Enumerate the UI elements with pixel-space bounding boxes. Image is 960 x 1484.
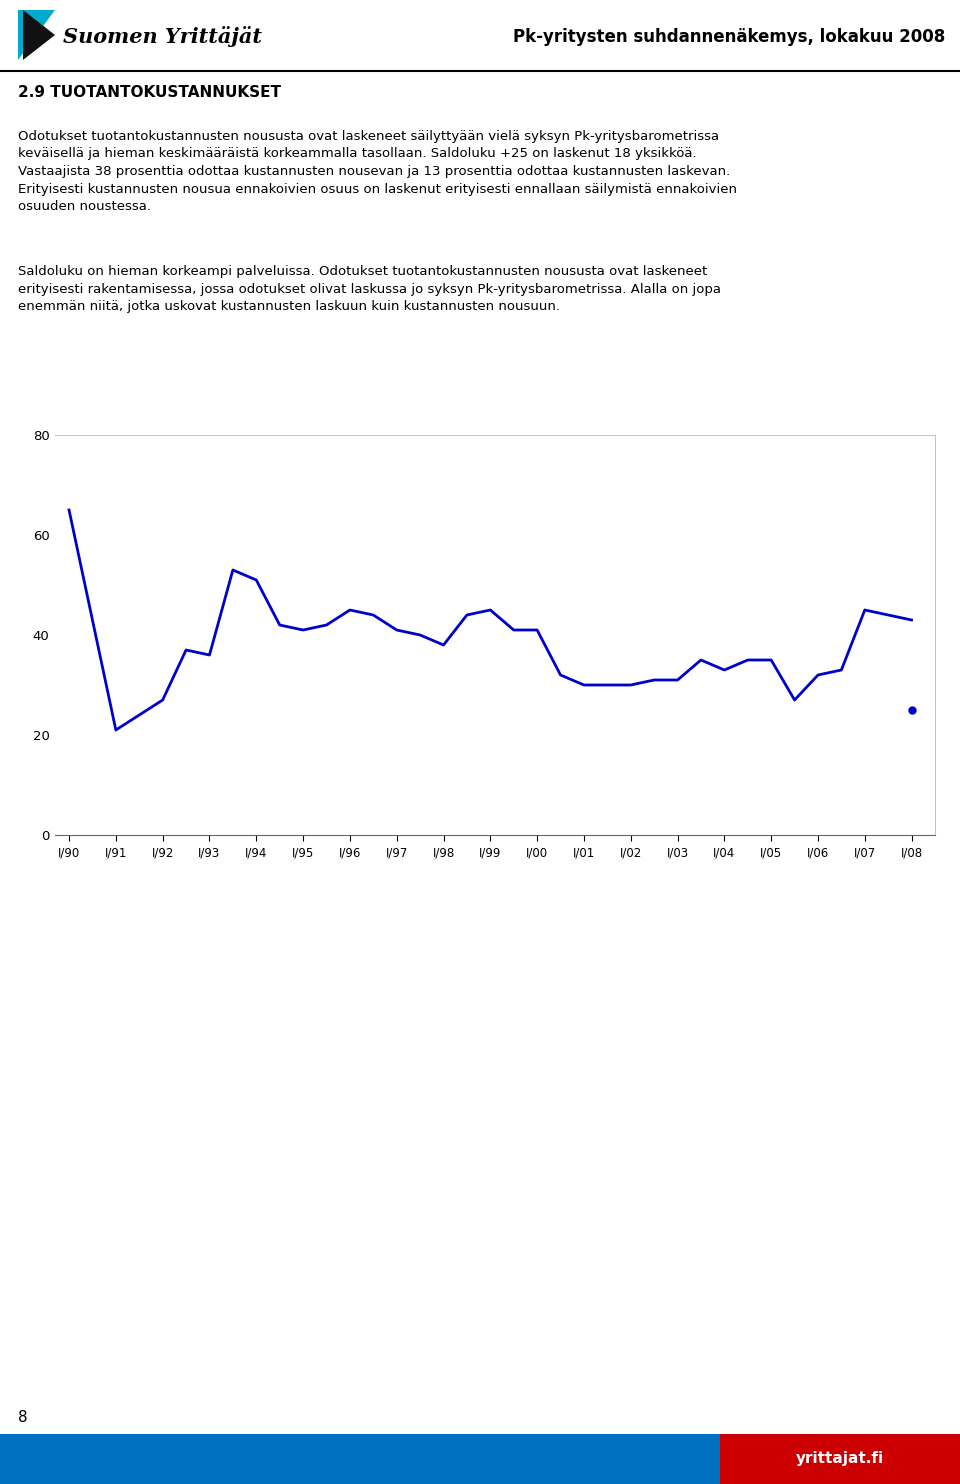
- Bar: [720, 1434, 960, 1484]
- Polygon shape: [23, 10, 55, 59]
- Text: Saldoluku on hieman korkeampi palveluissa. Odotukset tuotantokustannusten nousus: Saldoluku on hieman korkeampi palveluiss…: [18, 266, 721, 313]
- Text: Suomen Yrittäjät: Suomen Yrittäjät: [63, 27, 262, 47]
- Text: yrittajat.fi: yrittajat.fi: [796, 1451, 884, 1466]
- Text: Odotukset tuotantokustannusten noususta ovat laskeneet säilyttyään vielä syksyn : Odotukset tuotantokustannusten noususta …: [18, 131, 737, 214]
- Text: 8: 8: [18, 1410, 28, 1425]
- Text: Pk-yritysten suhdannenäkemys, lokakuu 2008: Pk-yritysten suhdannenäkemys, lokakuu 20…: [513, 28, 945, 46]
- Polygon shape: [18, 10, 55, 59]
- Text: 2.9 TUOTANTOKUSTANNUKSET: 2.9 TUOTANTOKUSTANNUKSET: [18, 85, 281, 99]
